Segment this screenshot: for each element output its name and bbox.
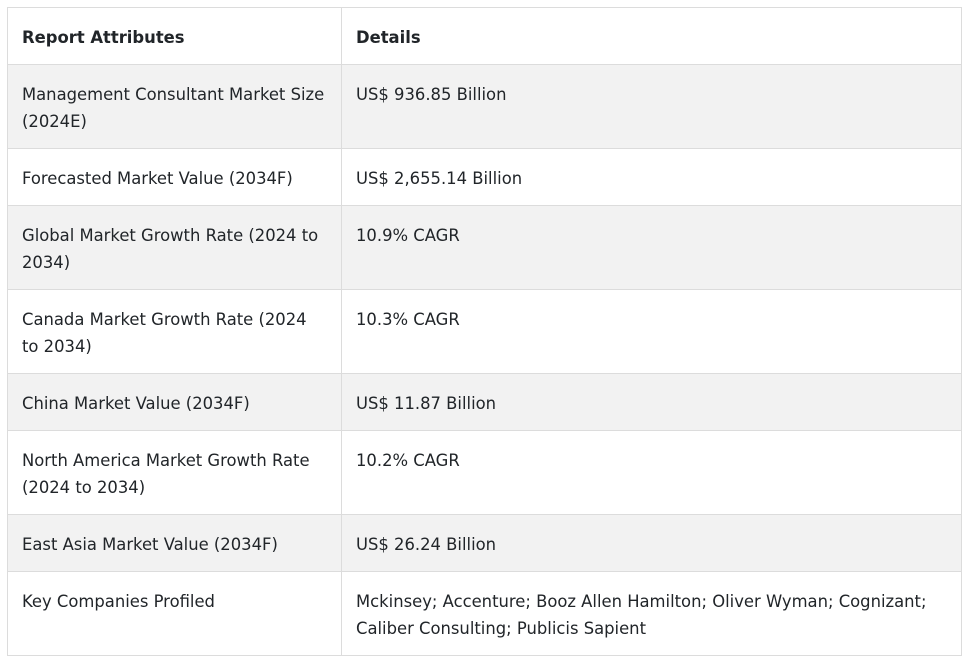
table-row: Canada Market Growth Rate (2024 to 2034)… bbox=[7, 289, 962, 374]
attribute-cell: Key Companies Profiled bbox=[7, 571, 342, 656]
table-row: Key Companies Profiled Mckinsey; Accentu… bbox=[7, 571, 962, 656]
detail-cell: US$ 2,655.14 Billion bbox=[341, 148, 962, 206]
table-row: Global Market Growth Rate (2024 to 2034)… bbox=[7, 205, 962, 290]
detail-cell: US$ 936.85 Billion bbox=[341, 64, 962, 149]
attribute-cell: Global Market Growth Rate (2024 to 2034) bbox=[7, 205, 342, 290]
detail-cell: US$ 26.24 Billion bbox=[341, 514, 962, 572]
report-attributes-table: Report Attributes Details Management Con… bbox=[7, 7, 962, 656]
detail-cell: 10.2% CAGR bbox=[341, 430, 962, 515]
table-header-row: Report Attributes Details bbox=[7, 7, 962, 65]
table-row: Forecasted Market Value (2034F) US$ 2,65… bbox=[7, 148, 962, 206]
table-row: China Market Value (2034F) US$ 11.87 Bil… bbox=[7, 373, 962, 431]
detail-cell: 10.3% CAGR bbox=[341, 289, 962, 374]
attribute-cell: North America Market Growth Rate (2024 t… bbox=[7, 430, 342, 515]
table-row: East Asia Market Value (2034F) US$ 26.24… bbox=[7, 514, 962, 572]
attribute-cell: Management Consultant Market Size (2024E… bbox=[7, 64, 342, 149]
attribute-cell: Forecasted Market Value (2034F) bbox=[7, 148, 342, 206]
header-report-attributes: Report Attributes bbox=[7, 7, 342, 65]
report-table-container: Report Attributes Details Management Con… bbox=[7, 7, 962, 656]
header-details: Details bbox=[341, 7, 962, 65]
attribute-cell: Canada Market Growth Rate (2024 to 2034) bbox=[7, 289, 342, 374]
detail-cell: US$ 11.87 Billion bbox=[341, 373, 962, 431]
table-row: Management Consultant Market Size (2024E… bbox=[7, 64, 962, 149]
attribute-cell: East Asia Market Value (2034F) bbox=[7, 514, 342, 572]
detail-cell: Mckinsey; Accenture; Booz Allen Hamilton… bbox=[341, 571, 962, 656]
table-row: North America Market Growth Rate (2024 t… bbox=[7, 430, 962, 515]
detail-cell: 10.9% CAGR bbox=[341, 205, 962, 290]
attribute-cell: China Market Value (2034F) bbox=[7, 373, 342, 431]
